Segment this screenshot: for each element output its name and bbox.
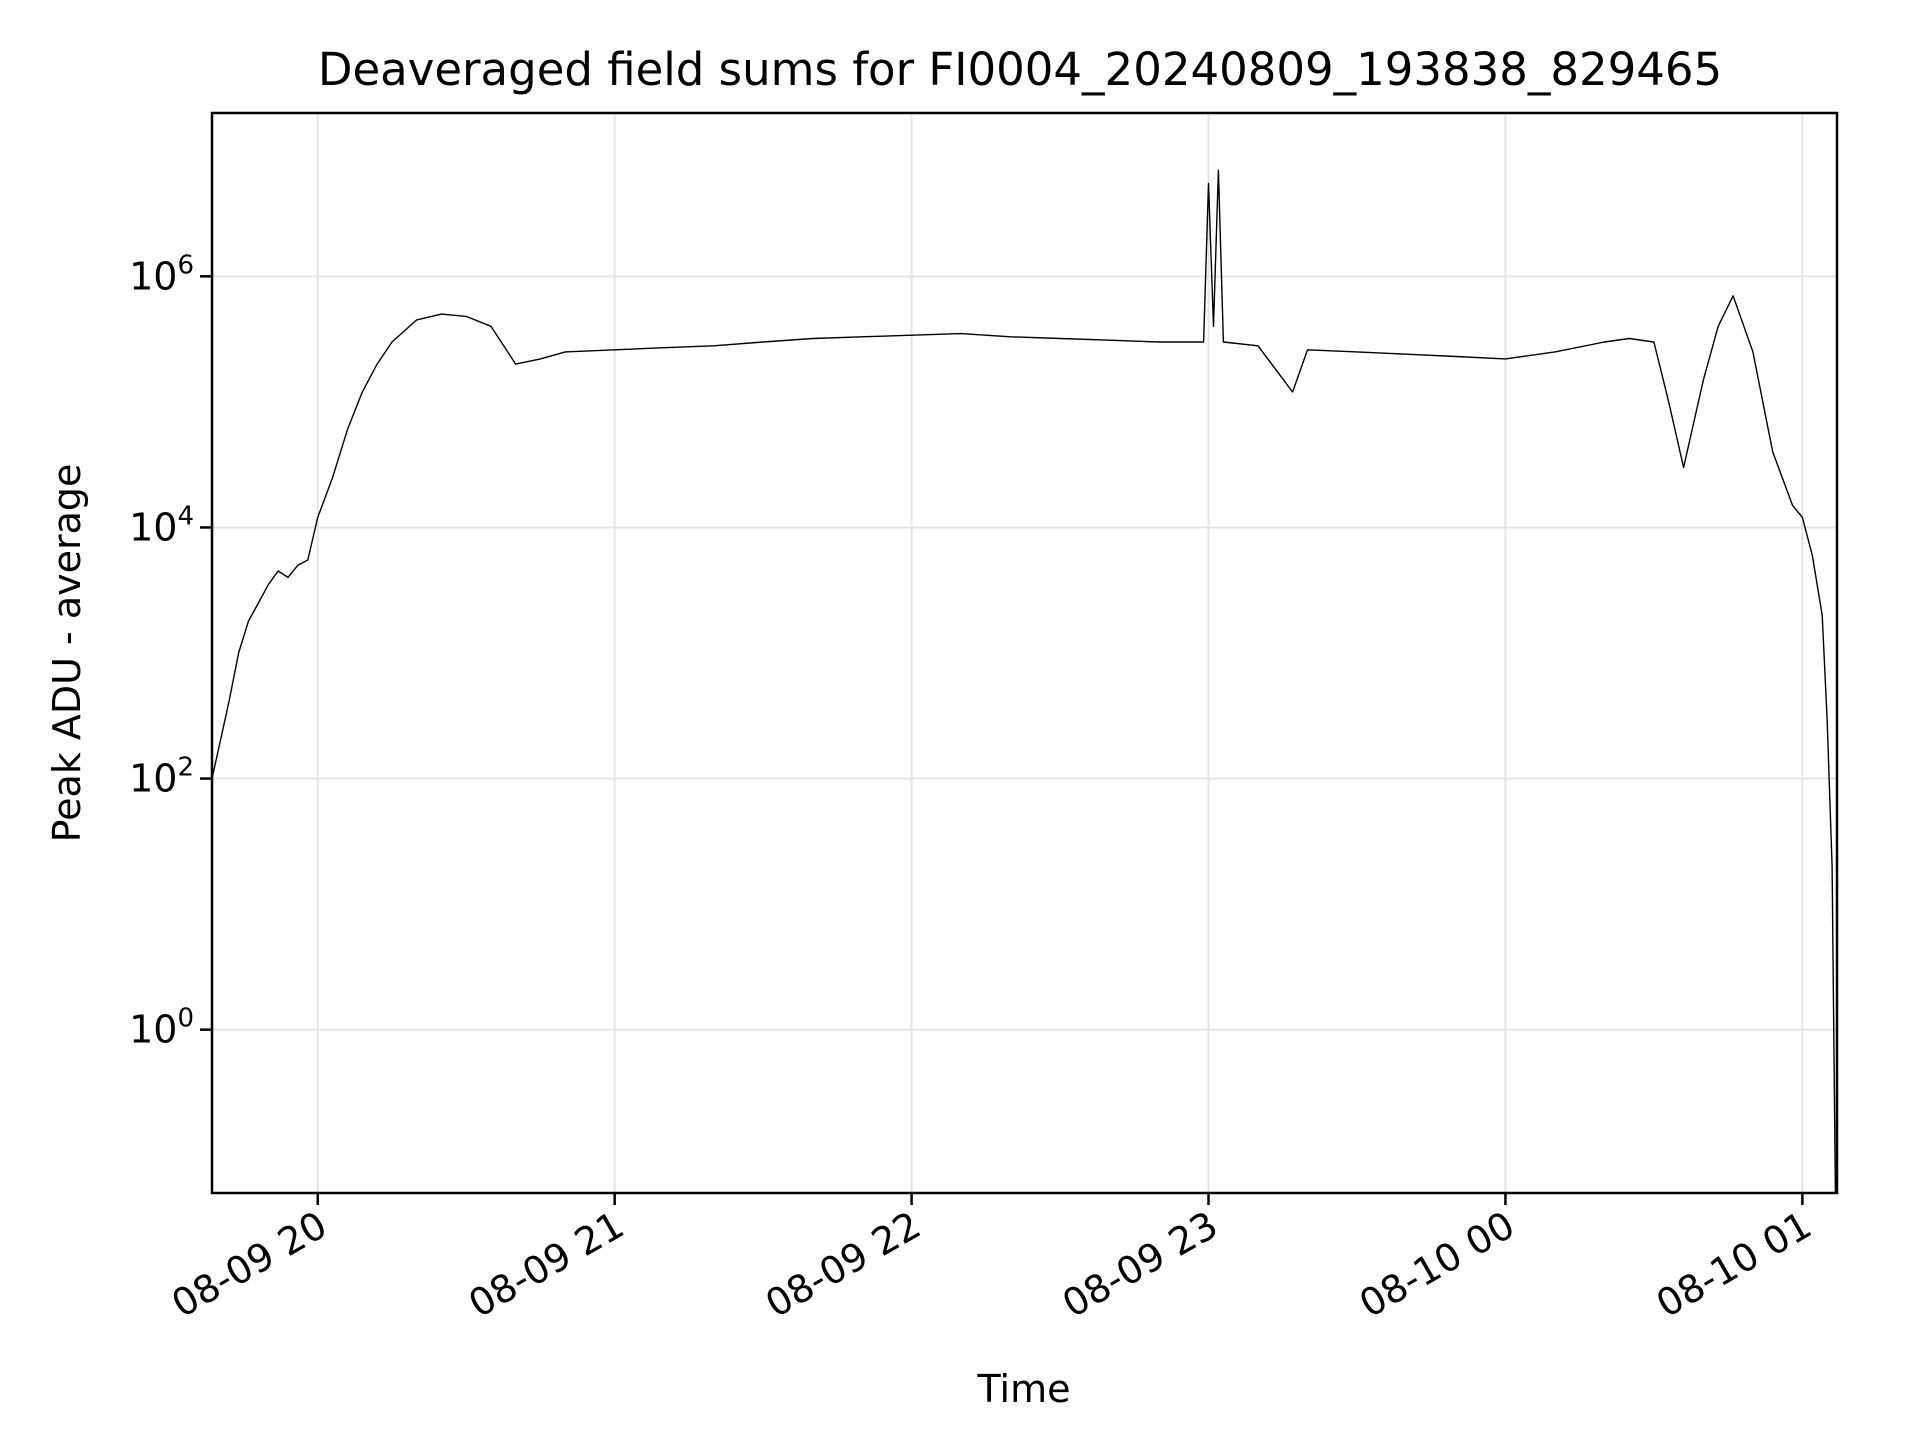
y-axis-label: Peak ADU - average xyxy=(45,464,89,843)
y-tick-exponent: 6 xyxy=(177,250,194,280)
y-tick-base: 10 xyxy=(129,505,177,549)
y-tick-base: 10 xyxy=(129,1008,177,1052)
chart-title: Deaveraged field sums for FI0004_2024080… xyxy=(318,43,1722,96)
y-tick-exponent: 4 xyxy=(177,501,194,531)
x-tick-label: 08-10 01 xyxy=(1649,1203,1819,1327)
x-tick-label: 08-09 22 xyxy=(758,1203,928,1327)
series-layer xyxy=(211,169,1837,1194)
plot-frame xyxy=(210,111,1839,1195)
y-tick-base: 10 xyxy=(129,254,177,298)
y-tick-label: 106 xyxy=(129,250,194,298)
y-tick-exponent: 2 xyxy=(177,753,194,783)
y-tick-label: 104 xyxy=(129,501,194,549)
x-axis-label: Time xyxy=(977,1367,1071,1411)
tick-layer: 08-09 20 08-09 21 08-09 22 08-09 23 08-10 00… xyxy=(129,250,1819,1326)
y-tick-base: 10 xyxy=(129,757,177,801)
x-tick-label: 08-09 21 xyxy=(461,1203,631,1327)
y-tick-label: 102 xyxy=(129,753,194,801)
x-tick-label: 08-09 23 xyxy=(1055,1203,1225,1327)
series-line xyxy=(211,169,1837,1194)
grid-layer xyxy=(212,113,1837,1193)
x-tick-label: 08-10 00 xyxy=(1352,1203,1522,1327)
y-tick-exponent: 0 xyxy=(177,1004,194,1034)
y-tick-label: 100 xyxy=(129,1004,194,1052)
x-tick-label: 08-09 20 xyxy=(164,1203,334,1327)
